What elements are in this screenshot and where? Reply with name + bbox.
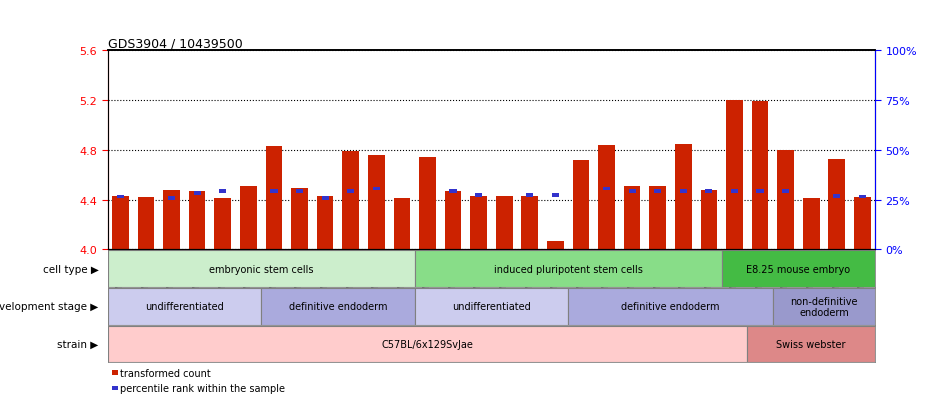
Text: undifferentiated: undifferentiated: [145, 301, 224, 311]
Bar: [419, 158, 436, 250]
Bar: [654, 190, 661, 193]
Text: percentile rank within the sample: percentile rank within the sample: [120, 383, 285, 393]
Bar: [623, 187, 640, 250]
Bar: [470, 197, 487, 250]
Bar: [752, 102, 768, 250]
Bar: [833, 195, 841, 198]
Bar: [803, 199, 820, 250]
Bar: [706, 190, 712, 193]
Bar: [777, 151, 794, 250]
Bar: [112, 197, 129, 250]
Bar: [108, 326, 747, 363]
Bar: [854, 198, 870, 250]
Bar: [347, 190, 354, 193]
Bar: [393, 199, 410, 250]
Bar: [368, 156, 385, 250]
Text: embryonic stem cells: embryonic stem cells: [209, 264, 314, 274]
Bar: [138, 198, 154, 250]
Text: non-definitive
endoderm: non-definitive endoderm: [790, 296, 857, 317]
Text: transformed count: transformed count: [120, 368, 211, 377]
Text: definitive endoderm: definitive endoderm: [622, 301, 720, 311]
Bar: [629, 190, 636, 193]
Bar: [240, 187, 256, 250]
Text: E8.25 mouse embryo: E8.25 mouse embryo: [746, 264, 851, 274]
Bar: [168, 197, 175, 200]
Bar: [496, 197, 513, 250]
Bar: [521, 197, 538, 250]
Bar: [415, 251, 722, 287]
Bar: [214, 199, 231, 250]
Bar: [859, 195, 866, 199]
Text: definitive endoderm: definitive endoderm: [288, 301, 388, 311]
Bar: [547, 241, 563, 250]
Text: development stage ▶: development stage ▶: [0, 301, 98, 311]
Bar: [828, 159, 845, 250]
Text: undifferentiated: undifferentiated: [452, 301, 531, 311]
Bar: [700, 190, 717, 250]
Bar: [343, 152, 359, 250]
Bar: [747, 326, 875, 363]
Bar: [322, 197, 329, 200]
Text: Swiss webster: Swiss webster: [777, 339, 846, 349]
Bar: [722, 251, 875, 287]
Bar: [296, 190, 303, 193]
Bar: [219, 190, 227, 193]
Text: induced pluripotent stem cells: induced pluripotent stem cells: [493, 264, 643, 274]
Bar: [108, 251, 415, 287]
Bar: [163, 190, 180, 250]
Bar: [475, 193, 482, 197]
Bar: [573, 161, 590, 250]
Bar: [726, 101, 743, 250]
Bar: [756, 190, 764, 193]
Bar: [189, 192, 206, 250]
Text: strain ▶: strain ▶: [57, 339, 98, 349]
Bar: [675, 145, 692, 250]
Bar: [261, 288, 415, 325]
Bar: [598, 146, 615, 250]
Bar: [194, 192, 200, 195]
Bar: [266, 147, 283, 250]
Bar: [680, 190, 687, 193]
Bar: [449, 190, 457, 193]
Bar: [373, 187, 380, 191]
Text: cell type ▶: cell type ▶: [42, 264, 98, 274]
Bar: [108, 288, 261, 325]
Bar: [782, 190, 789, 193]
Text: C57BL/6x129SvJae: C57BL/6x129SvJae: [382, 339, 474, 349]
Bar: [526, 193, 534, 197]
Bar: [316, 197, 333, 250]
Bar: [568, 288, 773, 325]
Bar: [291, 189, 308, 250]
Bar: [731, 190, 738, 193]
Bar: [773, 288, 875, 325]
Bar: [445, 192, 461, 250]
Bar: [117, 195, 124, 199]
Bar: [415, 288, 568, 325]
Bar: [650, 187, 666, 250]
Text: GDS3904 / 10439500: GDS3904 / 10439500: [108, 37, 242, 50]
Bar: [271, 190, 277, 193]
Bar: [552, 193, 559, 197]
Bar: [603, 187, 610, 191]
